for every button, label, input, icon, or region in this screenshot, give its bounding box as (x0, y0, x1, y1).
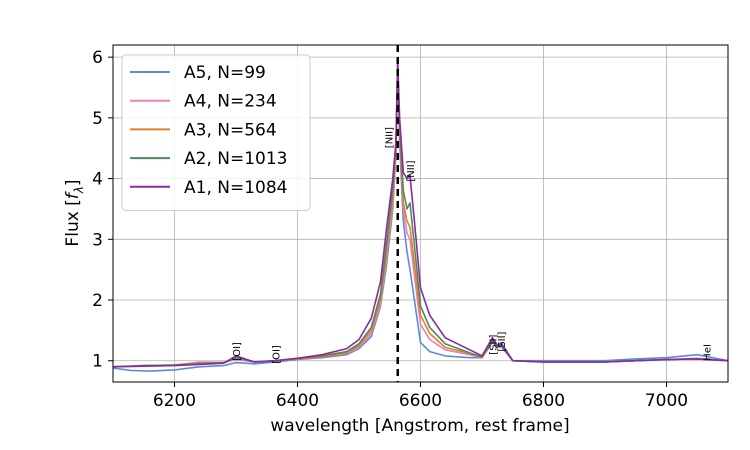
y-tick-label: 1 (92, 352, 103, 372)
series-line-5 (113, 59, 728, 368)
axis-ticks: 6200 6400 6600 6800 7000 1 2 3 4 5 6 (92, 48, 688, 411)
legend-entry: A1, N=1084 (184, 178, 287, 198)
line-annotation: [NII] (385, 127, 396, 148)
y-tick-label: 6 (92, 48, 103, 68)
legend-entry: A4, N=234 (184, 92, 277, 112)
line-annotations: [OI] [OI] [NII] [NII] [SII][SII] HeI (232, 127, 714, 364)
line-annotation: [OI] (271, 345, 282, 364)
line-annotation: [SII] (489, 335, 500, 355)
legend-entry: A2, N=1013 (184, 149, 287, 169)
x-tick-label: 6200 (153, 391, 196, 411)
y-tick-label: 4 (92, 170, 103, 190)
legend: A5, N=99 A4, N=234 A3, N=564 A2, N=1013 A1, … (121, 54, 311, 211)
legend-box (121, 54, 311, 211)
x-axis-label: wavelength [Angstrom, rest frame] (270, 416, 569, 436)
legend-entry: A5, N=99 (184, 63, 266, 83)
x-tick-label: 6800 (522, 391, 565, 411)
x-tick-label: 6600 (399, 391, 442, 411)
plot-area (113, 45, 728, 382)
legend-entry: A3, N=564 (184, 120, 277, 140)
line-annotation: [OI] (232, 342, 243, 361)
line-annotation: HeI (703, 344, 714, 361)
y-tick-label: 5 (92, 109, 103, 129)
x-tick-label: 7000 (645, 391, 688, 411)
y-axis-label: Flux [fλ] (63, 179, 86, 246)
line-annotation: [SII] (497, 331, 508, 351)
x-tick-label: 6400 (276, 391, 319, 411)
y-tick-label: 2 (92, 291, 103, 311)
y-tick-label: 3 (92, 230, 103, 250)
line-annotation: [NII] (406, 160, 417, 181)
